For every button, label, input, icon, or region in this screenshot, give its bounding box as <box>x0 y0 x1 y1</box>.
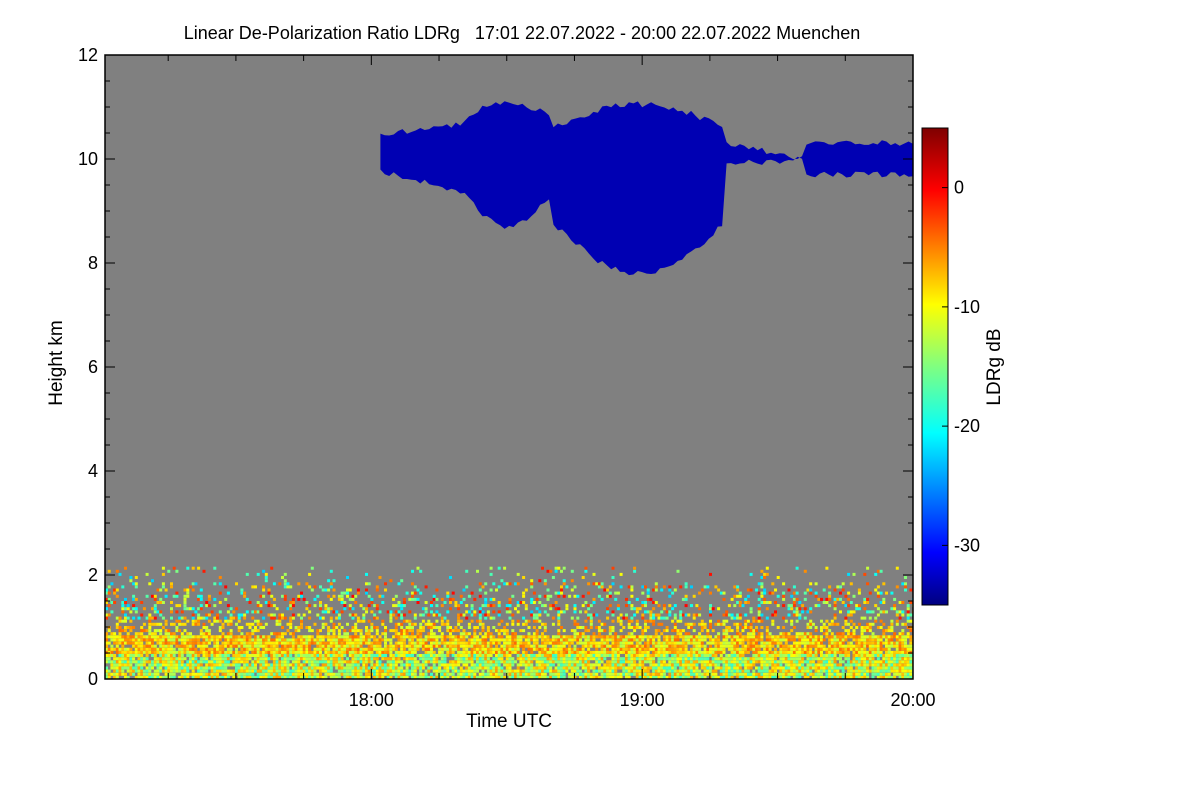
colorbar-tick-label: -30 <box>954 535 980 555</box>
x-axis: 18:00 19:00 20:00 <box>167 55 936 710</box>
x-tick-label: 20:00 <box>890 690 935 710</box>
y-tick-label: 6 <box>88 357 98 377</box>
colorbar-label: LDRg dB <box>984 328 1005 405</box>
y-axis: 0 2 4 6 8 10 12 <box>78 45 913 689</box>
y-tick-label: 0 <box>88 669 98 689</box>
y-axis-label: Height km <box>46 320 67 406</box>
x-tick-label: 18:00 <box>349 690 394 710</box>
x-tick-label: 19:00 <box>620 690 665 710</box>
plot-content <box>105 101 913 679</box>
colorbar-tick-label: -20 <box>954 416 980 436</box>
colorbar <box>921 127 949 606</box>
y-tick-label: 10 <box>78 149 98 169</box>
colorbar-tick-label: -10 <box>954 297 980 317</box>
colorbar-tick-label: 0 <box>954 178 964 198</box>
y-tick-label: 4 <box>88 461 98 481</box>
cirrus-cloud <box>380 101 913 276</box>
cirrus-cloud-shape <box>380 101 913 276</box>
colorbar-gradient <box>921 127 949 606</box>
y-tick-label: 8 <box>88 253 98 273</box>
boundary-layer <box>105 566 913 679</box>
y-tick-label: 2 <box>88 565 98 585</box>
y-tick-label: 12 <box>78 45 98 65</box>
chart-title: Linear De-Polarization Ratio LDRg 17:01 … <box>184 23 860 43</box>
x-axis-label: Time UTC <box>466 711 552 732</box>
colorbar-ticks: 0 -10 -20 -30 <box>942 178 980 555</box>
